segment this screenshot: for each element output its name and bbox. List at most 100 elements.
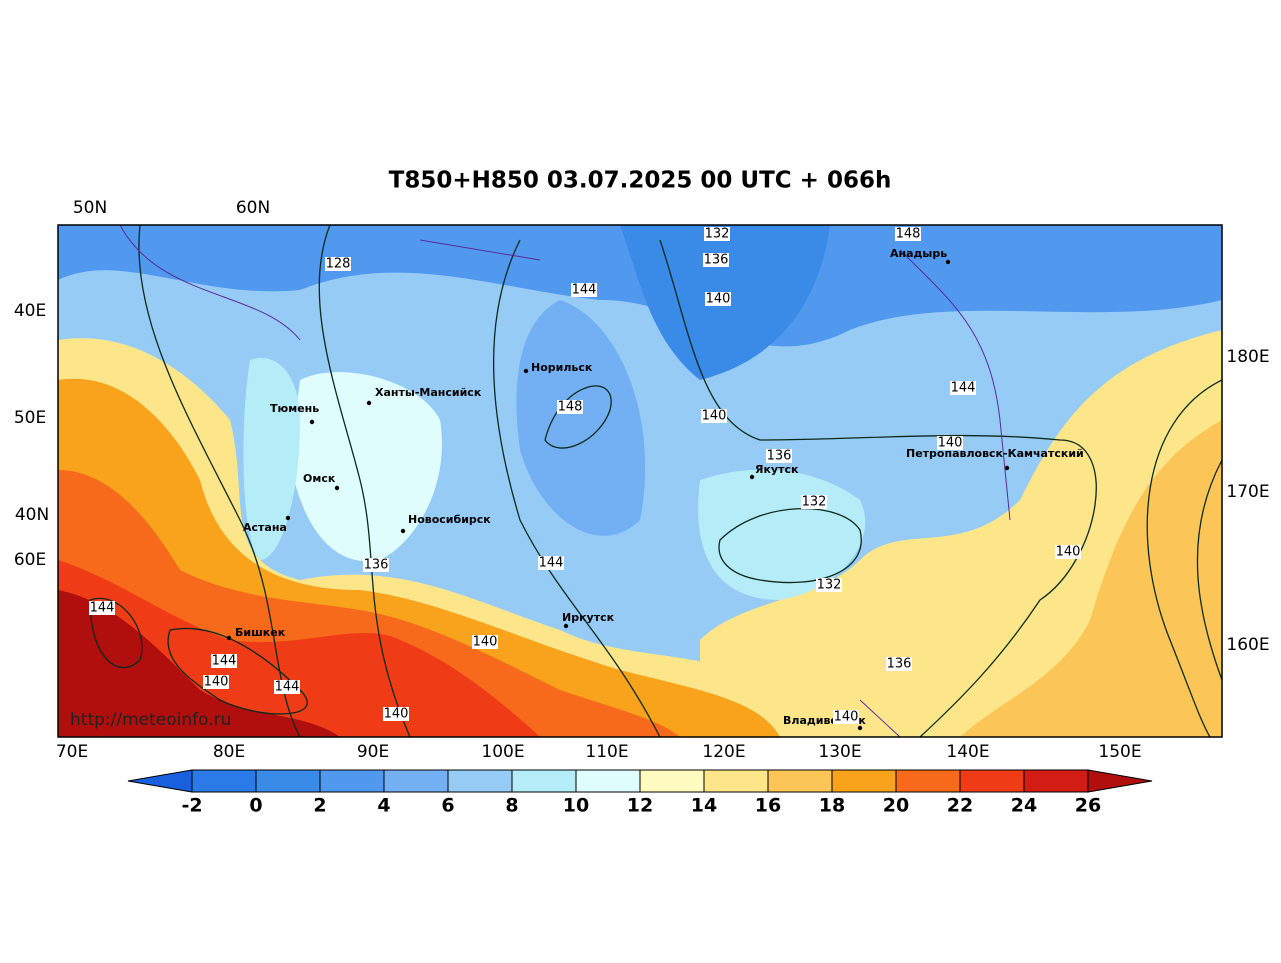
contour-label-bg [833, 710, 859, 724]
contour-label: 128 [326, 257, 351, 272]
contour-label-bg [325, 257, 351, 271]
colorbar-tick-label: 4 [377, 795, 390, 817]
contour-label-bg [766, 449, 792, 463]
city-label: Тюмень [270, 402, 319, 415]
graticule-label: 100E [481, 742, 524, 762]
colorbar-segment [447, 769, 513, 793]
contour-label-bg [801, 495, 827, 509]
city-label: Бишкек [235, 626, 286, 639]
contour-label-bg [538, 556, 564, 570]
graticule-label: 150E [1098, 742, 1141, 762]
graticule-label: 120E [702, 742, 745, 762]
city-label: Новосибирск [408, 513, 491, 526]
graticule-label: 140E [946, 742, 989, 762]
contour-label: 148 [558, 400, 583, 415]
graticule-label: 180E [1226, 347, 1269, 367]
city-label: Иркутск [562, 611, 615, 624]
contour-label: 144 [572, 283, 597, 298]
colorbar-segment [255, 769, 321, 793]
contour-label-bg [363, 558, 389, 572]
contour-label-bg [816, 578, 842, 592]
colorbar-segment [319, 769, 385, 793]
contour-label: 140 [204, 675, 229, 690]
colorbar-segment [767, 769, 833, 793]
contour-label: 140 [384, 707, 409, 722]
colorbar-tick-label: 8 [505, 795, 518, 817]
colorbar-tick-label: 2 [313, 795, 326, 817]
colorbar-tick-label: 16 [755, 795, 781, 817]
city-dot [366, 400, 372, 406]
city-label: Омск [303, 472, 336, 485]
city-label: Анадырь [890, 247, 947, 260]
city-dot [1004, 465, 1010, 471]
map-frame [57, 224, 1223, 738]
contour-label: 140 [1056, 545, 1081, 560]
contour-label: 144 [212, 654, 237, 669]
graticule-label: 70E [56, 742, 88, 762]
colorbar-tick-label: -2 [181, 795, 202, 817]
contour-label-bg [274, 680, 300, 694]
graticule-label: 160E [1226, 635, 1269, 655]
contour-label: 144 [90, 601, 115, 616]
graticule-label: 60E [14, 550, 46, 570]
contour-label: 136 [767, 449, 792, 464]
colorbar-tick-label: 6 [441, 795, 454, 817]
contour-label: 140 [938, 436, 963, 451]
contour-label: 136 [364, 558, 389, 573]
graticule-label: 40N [15, 505, 49, 525]
contour-label: 132 [802, 495, 827, 510]
colorbar-tick-label: 18 [819, 795, 845, 817]
graticule-label: 80E [213, 742, 245, 762]
contour-label-bg [472, 635, 498, 649]
city-dot [945, 259, 951, 265]
colorbar-under [127, 769, 193, 793]
contour-label-bg [1055, 545, 1081, 559]
city-label: Астана [243, 521, 287, 534]
contour-label: 140 [834, 710, 859, 725]
contour-label: 140 [473, 635, 498, 650]
colorbar-segment [191, 769, 257, 793]
city-dot [334, 485, 340, 491]
contour-label-bg [701, 409, 727, 423]
contour-label-bg [571, 283, 597, 297]
graticule-label: 60N [236, 198, 270, 218]
contour-label-bg [211, 654, 237, 668]
city-dot [400, 528, 406, 534]
contour-label: 132 [817, 578, 842, 593]
city-dot [226, 635, 232, 641]
city-dot [309, 419, 315, 425]
city-dot [563, 623, 569, 629]
colorbar-segment [383, 769, 449, 793]
graticule-label: 170E [1226, 482, 1269, 502]
colorbar-segment [895, 769, 961, 793]
graticule-label: 130E [818, 742, 861, 762]
graticule-label: 40E [14, 301, 46, 321]
contour-label-bg [703, 253, 729, 267]
colorbar-segment [959, 769, 1025, 793]
map-title: T850+H850 03.07.2025 00 UTC + 066h [389, 168, 892, 194]
colorbar-segment [575, 769, 641, 793]
colorbar-tick-label: 10 [563, 795, 589, 817]
city-label: Норильск [531, 361, 593, 374]
contour-label-bg [886, 657, 912, 671]
contour-label-bg [895, 227, 921, 241]
colorbar-tick-label: 26 [1075, 795, 1101, 817]
colorbar-tick-label: 12 [627, 795, 653, 817]
contour-label-bg [950, 381, 976, 395]
contour-label: 144 [275, 680, 300, 695]
contour-label: 144 [539, 556, 564, 571]
contour-label-bg [704, 227, 730, 241]
contour-label-bg [705, 292, 731, 306]
graticule-label: 50E [14, 408, 46, 428]
colorbar-tick-label: 20 [883, 795, 909, 817]
colorbar-segment [703, 769, 769, 793]
colorbar-over [1087, 769, 1153, 793]
graticule-label: 110E [585, 742, 628, 762]
city-label: Петропавловск-Камчатский [906, 447, 1084, 460]
contour-label: 136 [704, 253, 729, 268]
colorbar-tick-label: 22 [947, 795, 973, 817]
colorbar-segment [511, 769, 577, 793]
city-dot [523, 368, 529, 374]
graticule-label: 50N [73, 198, 107, 218]
